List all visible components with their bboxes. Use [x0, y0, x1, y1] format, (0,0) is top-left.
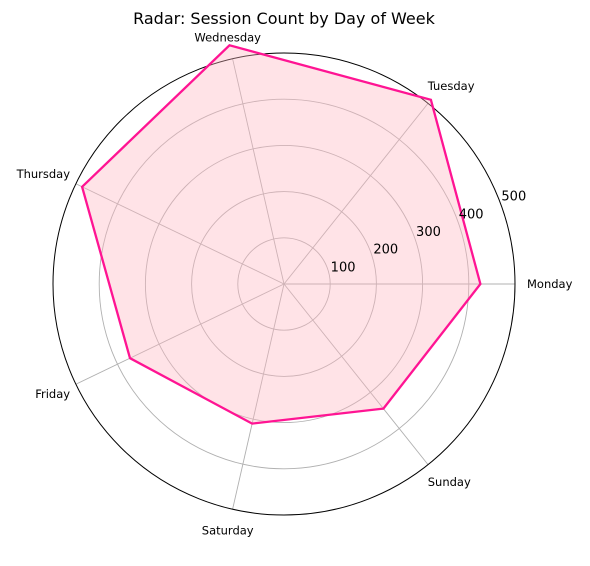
tick-label-300: 300	[416, 225, 441, 240]
category-label-monday: Monday	[527, 277, 573, 291]
spoke-saturday	[232, 283, 285, 510]
radar-grid	[52, 52, 516, 516]
series-area	[82, 45, 481, 424]
tick-label-100: 100	[331, 260, 356, 275]
category-labels: Monday Tuesday Wednesday Thursday Friday Satu…	[16, 30, 573, 537]
outer-frame	[52, 52, 516, 516]
spoke-tuesday	[283, 103, 429, 285]
chart-title: Radar: Session Count by Day of Week	[133, 9, 436, 28]
radar-series	[80, 44, 482, 425]
tick-label-400: 400	[459, 207, 484, 222]
spoke-friday	[75, 283, 285, 385]
category-label-wednesday: Wednesday	[194, 30, 261, 44]
category-label-tuesday: Tuesday	[427, 79, 475, 93]
category-label-sunday: Sunday	[428, 475, 471, 489]
spoke-sunday	[283, 283, 429, 465]
category-label-saturday: Saturday	[202, 524, 254, 538]
radial-tick-labels: 100 200 300 400 500	[331, 190, 527, 276]
category-label-thursday: Thursday	[16, 167, 71, 181]
spoke-thursday	[75, 183, 285, 285]
series-line	[80, 44, 482, 425]
tick-label-200: 200	[373, 243, 398, 258]
spoke-wednesday	[232, 58, 285, 285]
category-label-friday: Friday	[35, 387, 70, 401]
tick-label-500: 500	[501, 190, 526, 205]
